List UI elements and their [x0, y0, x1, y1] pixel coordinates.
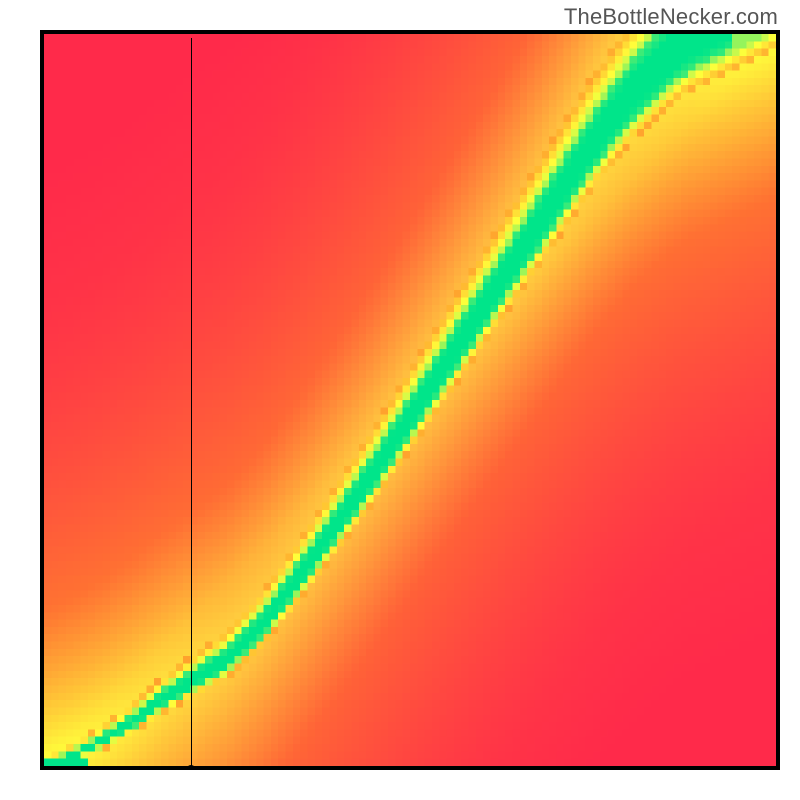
chart-container: TheBottleNecker.com — [0, 0, 800, 800]
plot-frame — [40, 30, 780, 770]
bottleneck-heatmap — [44, 34, 776, 766]
watermark-text: TheBottleNecker.com — [564, 4, 778, 30]
crosshair-marker-dot — [186, 765, 196, 770]
crosshair-vertical-line — [191, 38, 192, 770]
